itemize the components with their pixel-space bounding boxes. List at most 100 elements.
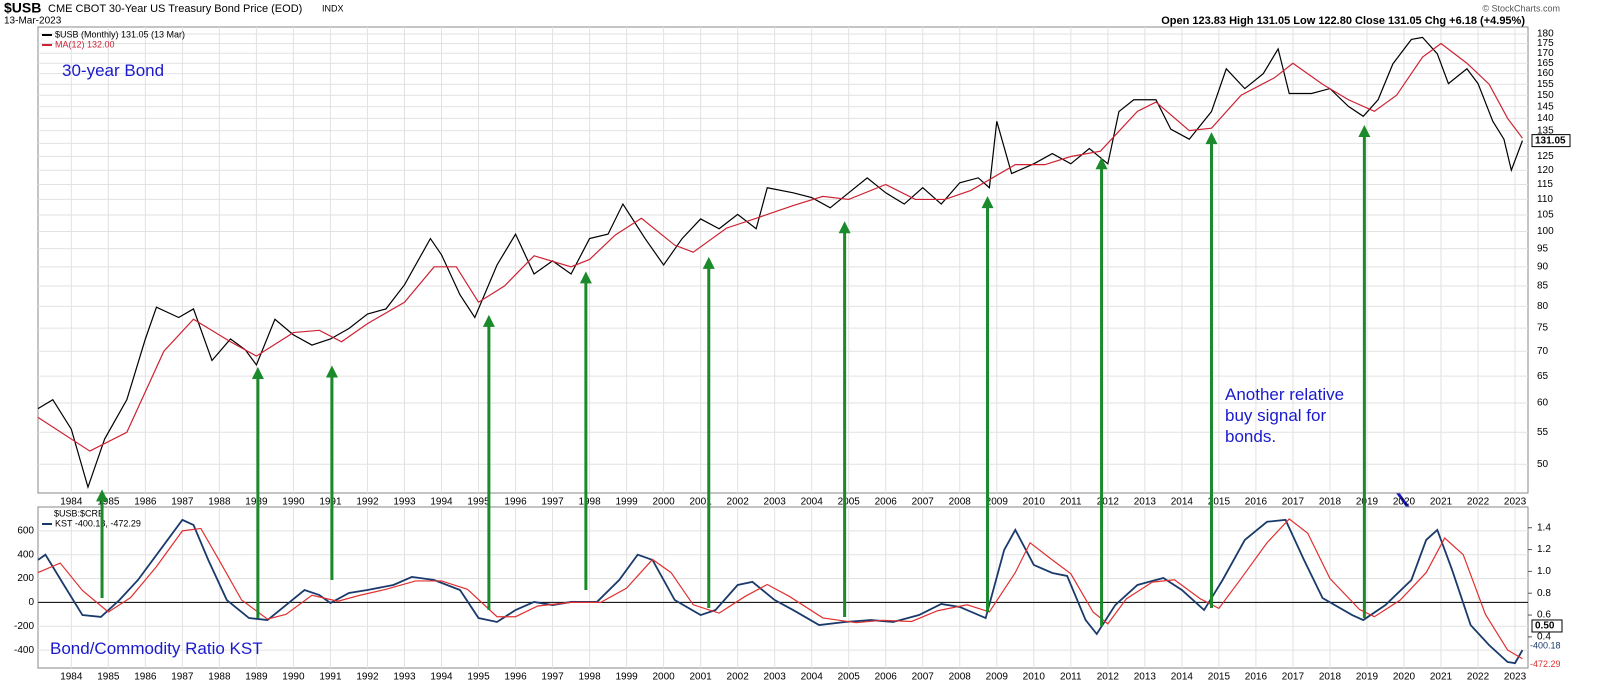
x-tick-label: 2004	[801, 672, 824, 683]
y2-tick-label: 1.2	[1537, 544, 1551, 555]
signal-arrowhead	[579, 271, 592, 284]
x-tick-label: 1986	[134, 672, 157, 683]
x-tick-label: 2002	[727, 672, 750, 683]
y-tick-label: -200	[14, 621, 34, 632]
x-tick-label: 1996	[504, 497, 527, 508]
legend-label: $USB (Monthly) 131.05 (13 Mar)	[55, 29, 185, 39]
x-tick-label: 2020	[1393, 497, 1416, 508]
x-tick-label: 2001	[690, 497, 713, 508]
symbol: $USB	[4, 0, 41, 16]
y-tick-label: 170	[1537, 48, 1554, 59]
x-tick-label: 2005	[838, 672, 861, 683]
y-tick-label: 165	[1537, 58, 1554, 69]
x-tick-label: 1999	[615, 497, 638, 508]
x-tick-label: 1992	[356, 672, 379, 683]
x-tick-label: 2017	[1282, 497, 1305, 508]
x-tick-label: 2019	[1356, 672, 1379, 683]
y-tick-label: 120	[1537, 165, 1554, 176]
legend-label: MA(12) 132.00	[55, 39, 115, 49]
y-tick-label: 85	[1537, 281, 1549, 292]
y-tick-label: 155	[1537, 79, 1554, 90]
y-tick-label: 160	[1537, 68, 1554, 79]
last-value-tag	[1531, 134, 1571, 148]
x-tick-label: 1997	[541, 672, 564, 683]
x-tick-label: 1988	[208, 672, 231, 683]
x-tick-label: 1993	[393, 497, 416, 508]
y-tick-label: 145	[1537, 101, 1554, 112]
y-tick-label: 100	[1537, 226, 1554, 237]
y-tick-label: 80	[1537, 301, 1549, 312]
signal-arrowhead	[325, 365, 338, 378]
x-tick-label: 2021	[1430, 672, 1453, 683]
y-tick-label: 135	[1537, 125, 1554, 136]
y-tick-label: 60	[1537, 398, 1549, 409]
x-tick-label: 1985	[97, 497, 120, 508]
y2-tick-label: 0.8	[1537, 588, 1551, 599]
x-tick-label: 2017	[1282, 672, 1305, 683]
x-tick-label: 1999	[615, 672, 638, 683]
x-tick-label: 1993	[393, 672, 416, 683]
y2-tick-label: 1.0	[1537, 566, 1551, 577]
annotation: Bond/Commodity Ratio KST	[50, 639, 263, 658]
x-tick-label: 1992	[356, 497, 379, 508]
x-tick-label: 2005	[838, 497, 861, 508]
x-tick-label: 2000	[652, 497, 675, 508]
x-tick-label: 2023	[1504, 497, 1527, 508]
x-tick-label: 1990	[282, 672, 305, 683]
signal-arrowhead	[981, 196, 994, 209]
plot-area	[37, 26, 1529, 494]
x-tick-label: 2014	[1171, 672, 1194, 683]
x-tick-label: 1985	[97, 672, 120, 683]
y2-tick-label: 1.4	[1537, 522, 1551, 533]
x-tick-label: 1988	[208, 497, 231, 508]
date: 13-Mar-2023	[4, 16, 62, 27]
y-tick-label: -400	[14, 645, 34, 656]
y-tick-label: 50	[1537, 459, 1549, 470]
y-tick-label: 90	[1537, 261, 1549, 272]
x-tick-label: 1994	[430, 672, 453, 683]
instrument-name: CME CBOT 30-Year US Treasury Bond Price …	[48, 3, 302, 15]
x-tick-label: 2002	[727, 497, 750, 508]
y-tick-label: 65	[1537, 371, 1549, 382]
x-tick-label: 2016	[1245, 497, 1268, 508]
y-tick-label: 75	[1537, 323, 1549, 334]
x-tick-label: 2011	[1060, 497, 1082, 508]
exchange: INDX	[322, 3, 344, 13]
y-tick-label: 110	[1537, 194, 1553, 205]
x-tick-label: 2008	[949, 497, 972, 508]
y-tick-label: 175	[1537, 38, 1554, 49]
signal-arrowhead	[1205, 132, 1218, 145]
x-tick-label: 2011	[1060, 672, 1082, 683]
y-tick-label: 105	[1537, 210, 1554, 221]
y-tick-label: 55	[1537, 427, 1549, 438]
last-value-label: -400.18	[1530, 641, 1561, 651]
x-tick-label: 1997	[541, 497, 564, 508]
x-tick-label: 2016	[1245, 672, 1268, 683]
x-tick-label: 2009	[986, 672, 1009, 683]
last-value-label: 0.50	[1535, 621, 1555, 632]
x-tick-label: 2015	[1208, 672, 1231, 683]
x-tick-label: 2018	[1319, 672, 1342, 683]
x-tick-label: 2023	[1504, 672, 1527, 683]
x-tick-label: 2008	[949, 672, 972, 683]
x-tick-label: 2013	[1134, 672, 1157, 683]
x-tick-label: 1987	[171, 497, 194, 508]
x-tick-label: 1991	[319, 672, 342, 683]
y-tick-label: 400	[17, 549, 34, 560]
y2-tick-label: 0.4	[1537, 632, 1551, 643]
plot-area	[37, 506, 1529, 669]
signal-arrowhead	[482, 314, 495, 327]
x-tick-label: 2003	[764, 497, 787, 508]
signal-arrowhead	[1358, 124, 1371, 137]
x-tick-label: 2019	[1356, 497, 1379, 508]
x-tick-label: 2014	[1171, 497, 1194, 508]
series-line	[37, 36, 1524, 490]
y-tick-label: 180	[1537, 29, 1554, 40]
x-tick-label: 2004	[801, 497, 824, 508]
credit: © StockCharts.com	[1482, 3, 1560, 13]
y-tick-label: 95	[1537, 243, 1549, 254]
x-tick-label: 1995	[467, 497, 490, 508]
x-tick-label: 2007	[912, 497, 935, 508]
